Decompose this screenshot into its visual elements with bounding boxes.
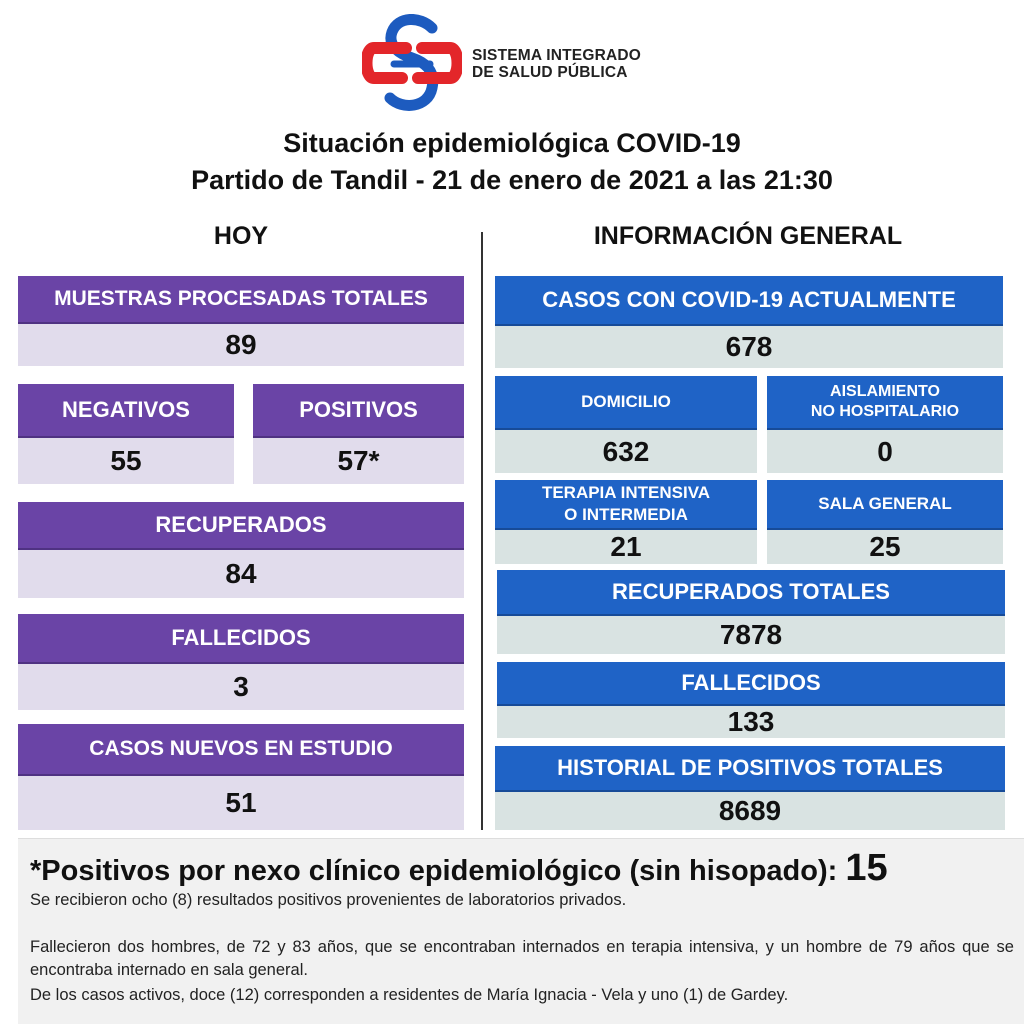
brand-line2: DE SALUD PÚBLICA — [472, 64, 628, 81]
notes-paragraph: De los casos activos, doce (12) correspo… — [30, 986, 789, 1004]
card-domicilio: DOMICILIO 632 — [495, 376, 757, 473]
card-value: 55 — [18, 438, 234, 484]
card-label-line1: TERAPIA INTENSIVA — [541, 483, 711, 502]
notes-heading-value: 15 — [845, 847, 888, 889]
card-value: 25 — [767, 530, 1003, 564]
card-label-line2: NO HOSPITALARIO — [810, 403, 960, 420]
notes-heading-text: *Positivos por nexo clínico epidemiológi… — [30, 855, 838, 887]
card-value: 3 — [18, 664, 464, 710]
card-label: FALLECIDOS — [18, 614, 464, 662]
card-fallecidos-hoy: FALLECIDOS 3 — [18, 614, 464, 710]
card-positivos: POSITIVOS 57* — [253, 384, 464, 484]
card-label: FALLECIDOS — [497, 662, 1005, 704]
brand-line1: SISTEMA INTEGRADO — [472, 47, 642, 64]
card-label: NEGATIVOS — [18, 384, 234, 436]
hoy-heading: HOY — [213, 222, 269, 250]
general-heading: INFORMACIÓN GENERAL — [593, 222, 903, 250]
card-label: TERAPIA INTENSIVA O INTERMEDIA — [495, 480, 757, 528]
notes-paragraph: Fallecieron dos hombres, de 72 y 83 años… — [30, 938, 1014, 979]
card-casos-nuevos: CASOS NUEVOS EN ESTUDIO 51 — [18, 724, 464, 830]
card-recuperados: RECUPERADOS 84 — [18, 502, 464, 598]
card-label: HISTORIAL DE POSITIVOS TOTALES — [495, 746, 1005, 790]
card-label-line2: O INTERMEDIA — [564, 505, 688, 524]
card-label: POSITIVOS — [253, 384, 464, 436]
card-value: 57* — [253, 438, 464, 484]
card-fallecidos-general: FALLECIDOS 133 — [497, 662, 1005, 738]
notes-paragraph: Se recibieron ocho (8) resultados positi… — [30, 891, 627, 909]
card-value: 7878 — [497, 616, 1005, 654]
card-value: 133 — [497, 706, 1005, 738]
card-value: 632 — [495, 430, 757, 473]
page-title: Situación epidemiológica COVID-19 — [283, 128, 741, 158]
page-subtitle: Partido de Tandil - 21 de enero de 2021 … — [191, 165, 833, 195]
card-label: RECUPERADOS — [18, 502, 464, 548]
card-negativos: NEGATIVOS 55 — [18, 384, 234, 484]
card-label: CASOS CON COVID-19 ACTUALMENTE — [495, 276, 1003, 324]
card-value: 89 — [18, 324, 464, 366]
card-label: AISLAMIENTO NO HOSPITALARIO — [767, 376, 1003, 428]
card-value: 678 — [495, 326, 1003, 368]
card-value: 8689 — [495, 792, 1005, 830]
card-value: 84 — [18, 550, 464, 598]
sisp-logo — [362, 14, 462, 111]
card-value: 51 — [18, 776, 464, 830]
brand-name: SISTEMA INTEGRADO DE SALUD PÚBLICA — [472, 47, 641, 81]
card-historial: HISTORIAL DE POSITIVOS TOTALES 8689 — [495, 746, 1005, 830]
card-label: RECUPERADOS TOTALES — [497, 570, 1005, 614]
column-divider — [481, 232, 483, 830]
card-label: CASOS NUEVOS EN ESTUDIO — [18, 724, 464, 774]
card-sala-general: SALA GENERAL 25 — [767, 480, 1003, 564]
card-aislamiento: AISLAMIENTO NO HOSPITALARIO 0 — [767, 376, 1003, 473]
card-value: 0 — [767, 430, 1003, 473]
card-value: 21 — [495, 530, 757, 564]
card-muestras: MUESTRAS PROCESADAS TOTALES 89 — [18, 276, 464, 366]
card-label-line1: AISLAMIENTO — [830, 383, 940, 400]
notes-panel: *Positivos por nexo clínico epidemiológi… — [18, 838, 1024, 1024]
notes-heading: *Positivos por nexo clínico epidemiológi… — [30, 847, 888, 890]
card-label: MUESTRAS PROCESADAS TOTALES — [18, 276, 464, 322]
card-terapia: TERAPIA INTENSIVA O INTERMEDIA 21 — [495, 480, 757, 564]
card-label: DOMICILIO — [495, 376, 757, 428]
card-casos-actuales: CASOS CON COVID-19 ACTUALMENTE 678 — [495, 276, 1003, 368]
card-recuperados-totales: RECUPERADOS TOTALES 7878 — [497, 570, 1005, 654]
card-label: SALA GENERAL — [767, 480, 1003, 528]
